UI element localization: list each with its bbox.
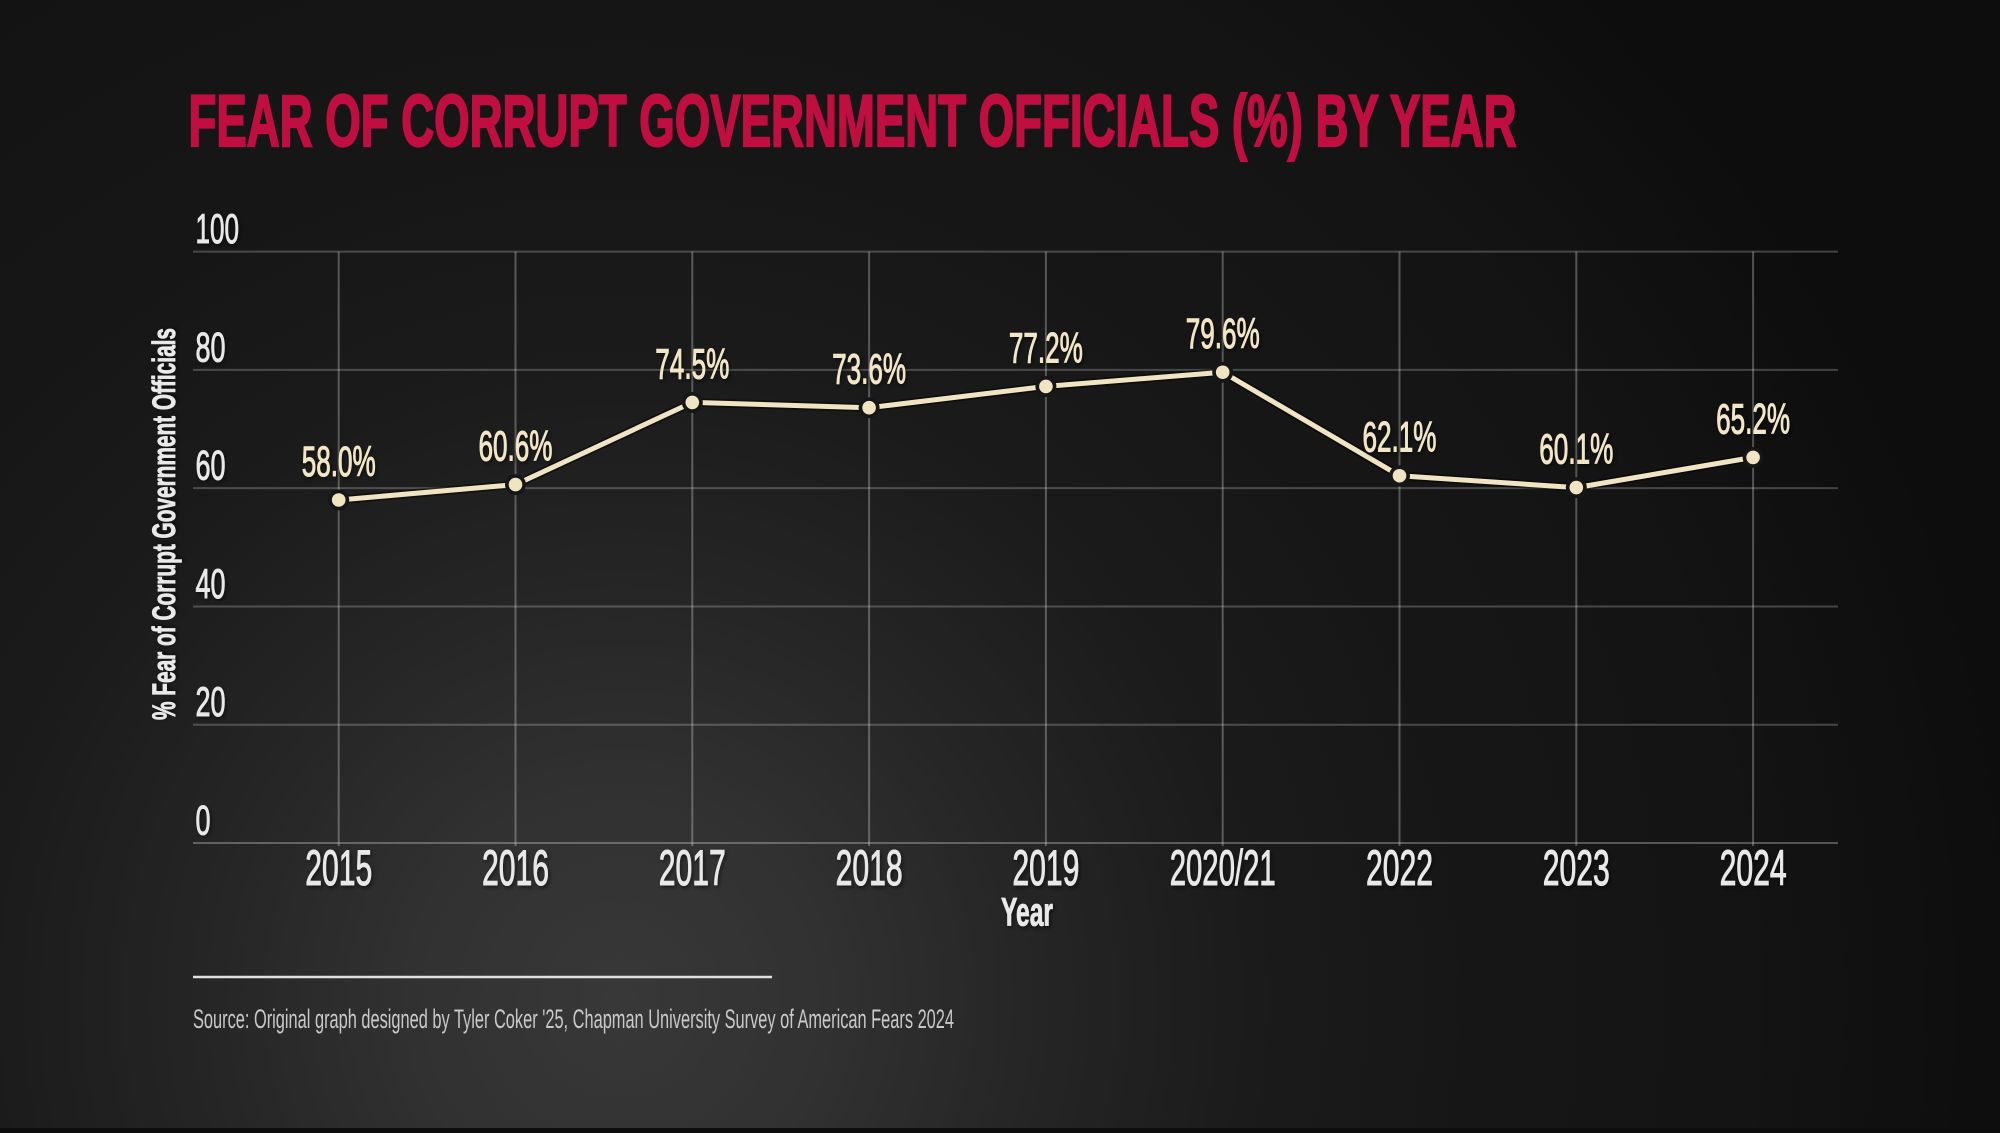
y-tick-label-0: 0 xyxy=(196,797,211,844)
x-tick-label-2020/21: 2020/21 xyxy=(1170,840,1276,896)
x-tick-label-2018: 2018 xyxy=(836,840,903,896)
data-point-marker-2022 xyxy=(1392,468,1407,483)
x-tick-label-2022: 2022 xyxy=(1366,840,1433,896)
chart-title: FEAR OF CORRUPT GOVERNMENT OFFICIALS (%)… xyxy=(189,81,1517,162)
y-tick-label-40: 40 xyxy=(196,560,226,607)
x-axis-title: Year xyxy=(1001,891,1053,935)
data-point-label-2018: 73.6% xyxy=(832,346,906,394)
data-point-labels: 58.0% 60.6% 74.5% 73.6% 77.2% 79.6% 62.1% 60.1%… xyxy=(301,310,1790,487)
data-point-marker-2019 xyxy=(1039,379,1053,394)
y-tick-label-80: 80 xyxy=(196,323,226,370)
x-tick-label-2016: 2016 xyxy=(482,840,549,896)
series-fear-line xyxy=(328,361,1764,511)
y-tick-label-60: 60 xyxy=(196,442,226,489)
x-axis-tick-labels: 2015 2016 2017 2018 2019 2020/21 2022 2023 2024 xyxy=(305,840,1787,897)
y-tick-label-100: 100 xyxy=(196,205,240,252)
x-tick-label-2023: 2023 xyxy=(1543,840,1610,896)
data-point-marker-2023 xyxy=(1569,480,1584,495)
x-tick-label-2017: 2017 xyxy=(659,840,726,896)
data-point-label-2016: 60.6% xyxy=(479,423,553,471)
data-point-marker-2024 xyxy=(1746,450,1760,465)
data-point-label-2020/21: 79.6% xyxy=(1186,310,1260,358)
data-point-marker-2016 xyxy=(508,477,523,492)
data-point-label-2019: 77.2% xyxy=(1009,324,1083,372)
data-point-marker-2020/21 xyxy=(1215,365,1230,380)
data-point-marker-2015 xyxy=(331,493,346,507)
y-axis-title: % Fear of Corrupt Government Officials xyxy=(146,328,182,720)
x-tick-label-2015: 2015 xyxy=(305,840,372,896)
x-tick-label-2019: 2019 xyxy=(1012,840,1079,896)
data-point-label-2023: 60.1% xyxy=(1539,426,1613,474)
y-axis-tick-labels: 0 20 40 60 80 100 xyxy=(195,205,240,844)
source-credit: Source: Original graph designed by Tyler… xyxy=(193,1004,954,1034)
data-point-label-2015: 58.0% xyxy=(302,438,376,486)
data-point-label-2024: 65.2% xyxy=(1716,395,1790,443)
data-point-label-2017: 74.5% xyxy=(655,340,729,388)
data-point-marker-2018 xyxy=(862,400,876,415)
x-tick-label-2024: 2024 xyxy=(1720,840,1787,896)
data-point-marker-2017 xyxy=(685,395,700,410)
y-tick-label-20: 20 xyxy=(196,678,226,725)
data-point-label-2022: 62.1% xyxy=(1363,414,1437,462)
grid-vertical-lines xyxy=(337,251,1755,846)
